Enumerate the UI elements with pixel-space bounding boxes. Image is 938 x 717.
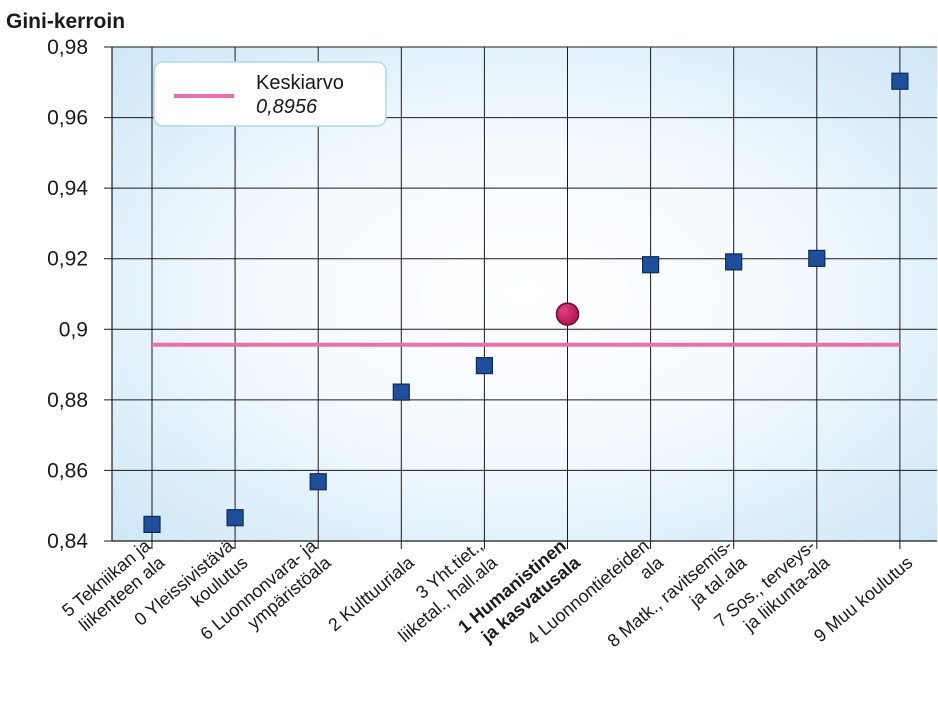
legend-mean-label: Keskiarvo [256,72,344,94]
y-tick-label: 0,96 [47,107,88,130]
gridlines [104,46,937,549]
data-point [808,249,826,267]
y-tick-label: 0,86 [47,459,88,482]
data-point [475,357,493,375]
legend: Keskiarvo 0,8956 [153,61,387,127]
data-point [891,72,909,90]
y-tick-label: 0,92 [47,248,88,271]
chart-title: Gini-kerroin [6,10,125,33]
y-tick-label: 0,94 [47,177,88,200]
legend-box [153,61,387,127]
y-tick-label: 0,9 [59,318,88,341]
data-point [226,509,244,527]
data-point [143,515,161,534]
legend-mean-value: 0,8956 [256,96,318,118]
y-tick-label: 0,88 [47,389,88,412]
y-tick-label: 0,84 [47,530,88,553]
data-point [641,256,660,274]
data-point-highlight [555,302,580,326]
y-axis-ticks: 0,84 0,86 0,88 0,9 0,92 0,94 0,96 0,98 [47,36,88,553]
data-point [725,253,743,271]
data-point [392,383,410,401]
plot-area [112,47,937,541]
data-points [143,72,909,534]
data-point [309,473,327,491]
y-tick-label: 0,98 [47,36,88,59]
